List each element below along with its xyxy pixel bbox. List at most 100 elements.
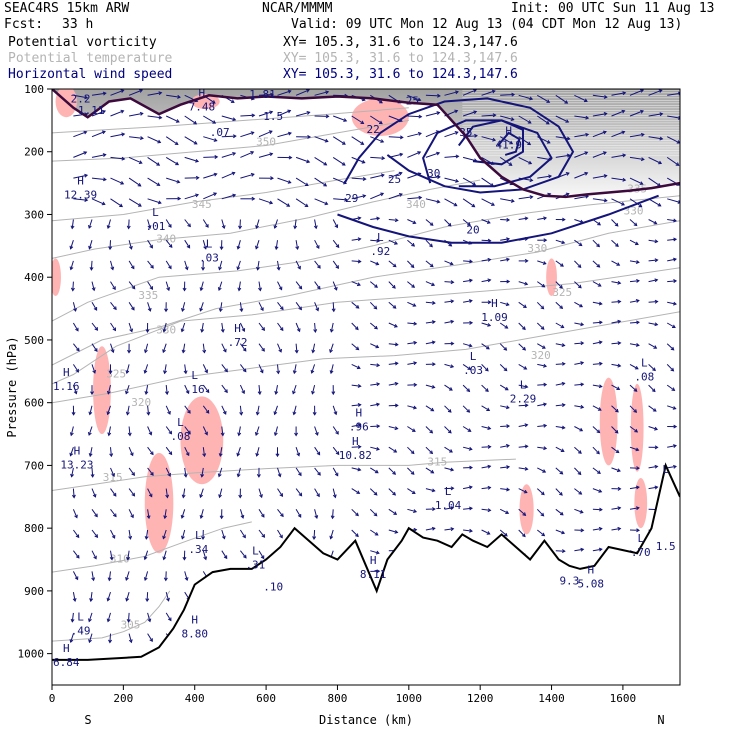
wind-vector-head [521,533,526,538]
wind-vector [667,198,680,203]
wind-vector [425,384,435,388]
wind-vector [332,281,338,291]
wind-vector [72,322,79,332]
wind-vector [330,529,334,539]
wind-vector [462,405,470,413]
wind-vector-head [622,91,627,96]
wind-vector-head [314,431,319,436]
wind-vector-head [325,114,330,119]
wind-vector-head [437,93,441,98]
wind-vector [444,131,458,138]
wind-vector-head [379,99,383,104]
forecast-label: Fcst: [4,17,44,32]
wind-vector-head [106,390,111,395]
wind-vector-head [561,361,566,366]
wind-vector [71,219,74,229]
wind-vector-head [670,367,675,372]
wind-vector [128,467,135,476]
wind-vector-head [652,367,656,372]
wind-vector-head [181,307,185,312]
wind-vector [518,281,528,285]
wind-vector-head [670,346,675,351]
wind-vector-head [72,598,77,602]
wind-vector-head [617,341,622,346]
wind-vector [592,260,600,268]
wind-vector-head [147,225,152,230]
wind-vector [407,322,417,325]
wind-vector-head [548,174,553,179]
extremum-kind: L [152,206,159,219]
wind-vector [110,198,123,208]
wind-vector-head [561,343,566,347]
theta-contour-315 [52,458,516,491]
wind-vector-head [274,246,279,251]
wind-vector [128,198,142,207]
wind-vector-head [602,151,607,156]
wind-vector [128,240,132,250]
extremum-value: .08 [634,370,654,383]
wind-vector-head [202,453,207,458]
wind-vector-head [222,410,227,415]
wind-vector [648,364,656,371]
wind-vector-head [217,473,222,478]
wind-vector-head [577,284,582,289]
wind-vector-head [486,220,491,224]
wind-vector [165,281,170,291]
wind-vector [70,447,74,456]
wind-vector-head [89,266,94,271]
wind-vector [648,259,658,262]
wind-vector-head [524,403,529,408]
wind-vector [221,550,228,559]
wind-vector [203,156,218,158]
wind-vector-head [546,140,551,144]
wind-vector [351,322,359,330]
wind-vector-head [503,367,508,372]
wind-vector-head [344,197,349,202]
wind-vector-head [431,282,436,287]
wind-vector-head [431,488,436,493]
wind-vector [147,92,162,96]
wind-vector [444,155,459,158]
wind-vector [425,321,435,324]
wind-vector-head [238,494,243,499]
wind-vector [184,194,199,200]
wind-vector [407,239,415,247]
wind-vector-head [413,509,418,513]
wind-vector [629,219,638,226]
wind-vector [221,219,225,229]
wind-vector [592,301,602,305]
wind-vector-head [654,426,658,431]
wind-vector [351,343,359,350]
wind-vector-head [149,286,154,291]
wind-vector-head [298,285,303,290]
wind-vector-head [529,178,534,183]
wind-vector-head [653,345,658,349]
wind-vector [407,151,421,158]
wind-vector [147,488,153,497]
wind-vector-head [193,140,198,145]
wind-vector-head [491,89,496,94]
wind-vector-head [436,175,441,180]
wind-vector-head [325,90,330,95]
wind-vector-head [672,406,677,410]
wind-vector-head [128,639,133,644]
wind-vector-head [279,534,283,539]
wind-vector-head [394,361,399,366]
wind-vector-head [411,242,416,247]
wind-vector [90,592,93,602]
wind-vector [555,260,564,267]
wind-vector-head [84,173,89,178]
wind-vector [70,240,74,249]
wind-vector [648,239,658,243]
wind-vector [73,174,88,179]
wind-vector-head [506,487,511,492]
wind-vector [181,302,186,312]
wind-vector-head [355,346,360,351]
wind-vector-head [75,327,79,332]
wind-vector-head [565,119,570,123]
wind-vector [221,529,225,539]
wind-vector [144,343,149,353]
wind-vector-head [168,224,172,228]
wind-vector [107,591,111,601]
wind-vector-head [431,340,436,345]
